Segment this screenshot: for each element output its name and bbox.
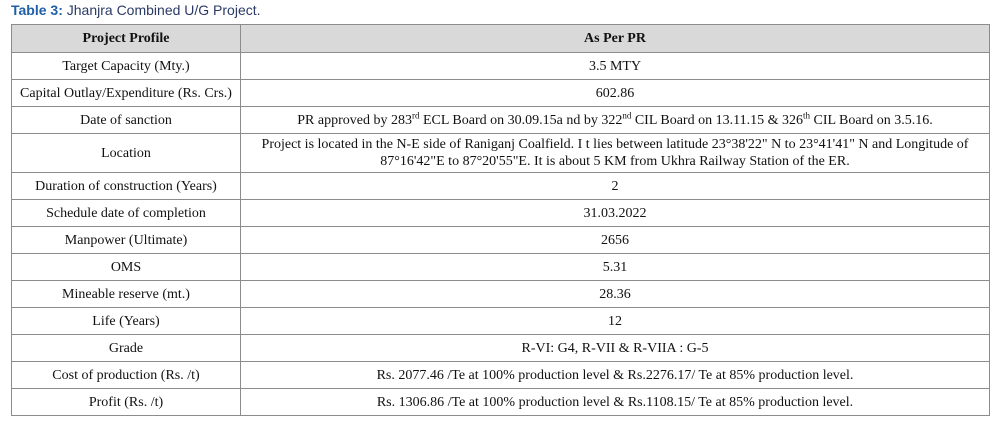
header-cell: As Per PR <box>240 24 990 53</box>
cell-text: PR approved by 283 <box>297 112 412 128</box>
table-cell: 12 <box>240 307 990 335</box>
table-row: Life (Years) 12 <box>11 307 990 335</box>
table-cell: R-VI: G4, R-VII & R-VIIA : G-5 <box>240 334 990 362</box>
table-cell: Capital Outlay/Expenditure (Rs. Crs.) <box>11 79 241 107</box>
table-row: Grade R-VI: G4, R-VII & R-VIIA : G-5 <box>11 334 990 362</box>
caption-text: Jhanjra Combined U/G Project. <box>62 2 261 18</box>
ordinal-suffix: th <box>802 109 810 120</box>
table-cell: 31.03.2022 <box>240 199 990 227</box>
table-cell: 28.36 <box>240 280 990 308</box>
table-row: Mineable reserve (mt.) 28.36 <box>11 280 990 308</box>
table-row: Target Capacity (Mty.) 3.5 MTY <box>11 52 990 80</box>
ordinal-suffix: rd <box>411 109 420 120</box>
table-body: Target Capacity (Mty.) 3.5 MTY Capital Out… <box>11 52 990 416</box>
caption-label: Table 3: <box>11 2 63 18</box>
table-row: Profit (Rs. /t) Rs. 1306.86 /Te at 100% p… <box>11 388 990 416</box>
table-cell: Cost of production (Rs. /t) <box>11 361 241 389</box>
table-cell: Profit (Rs. /t) <box>11 388 241 416</box>
table-cell: Rs. 2077.46 /Te at 100% production level… <box>240 361 990 389</box>
table-row: Schedule date of completion 31.03.2022 <box>11 199 990 227</box>
table-cell: Rs. 1306.86 /Te at 100% production level… <box>240 388 990 416</box>
table-cell: OMS <box>11 253 241 281</box>
data-table: Project Profile As Per PR Target Capacity… <box>11 24 990 416</box>
cell-text: CIL Board on 3.5.16. <box>809 112 933 128</box>
table-cell: 602.86 <box>240 79 990 107</box>
cell-text: CIL Board on 13.11.15 & 326 <box>631 112 803 128</box>
table-cell: Schedule date of completion <box>11 199 241 227</box>
table-cell: 5.31 <box>240 253 990 281</box>
header-cell: Project Profile <box>11 24 241 53</box>
table-cell: PR approved by 283rd ECL Board on 30.09.… <box>240 106 990 134</box>
cell-text: ECL Board on 30.09.15a nd by 322 <box>419 112 623 128</box>
table-caption: Table 3: Jhanjra Combined U/G Project. <box>11 2 261 18</box>
table-row: Duration of construction (Years) 2 <box>11 172 990 200</box>
table-cell: Duration of construction (Years) <box>11 172 241 200</box>
table-cell: Project is located in the N-E side of Ra… <box>240 133 990 173</box>
table-row: Date of sanction PR approved by 283rd ECL… <box>11 106 990 134</box>
table-row: OMS 5.31 <box>11 253 990 281</box>
table-cell: Date of sanction <box>11 106 241 134</box>
table-cell: 2656 <box>240 226 990 254</box>
header-row: Project Profile As Per PR <box>11 24 990 53</box>
ordinal-suffix: nd <box>622 109 632 120</box>
table-cell: Location <box>11 133 241 173</box>
table-cell: Life (Years) <box>11 307 241 335</box>
table-row: Capital Outlay/Expenditure (Rs. Crs.) 602… <box>11 79 990 107</box>
table-row: Cost of production (Rs. /t) Rs. 2077.46 /… <box>11 361 990 389</box>
table-cell: Mineable reserve (mt.) <box>11 280 241 308</box>
table-cell: 3.5 MTY <box>240 52 990 80</box>
table-row: Location Project is located in the N-E si… <box>11 133 990 173</box>
table-cell: Manpower (Ultimate) <box>11 226 241 254</box>
table-cell: Target Capacity (Mty.) <box>11 52 241 80</box>
table-cell: Grade <box>11 334 241 362</box>
table-row: Manpower (Ultimate) 2656 <box>11 226 990 254</box>
table-cell: 2 <box>240 172 990 200</box>
